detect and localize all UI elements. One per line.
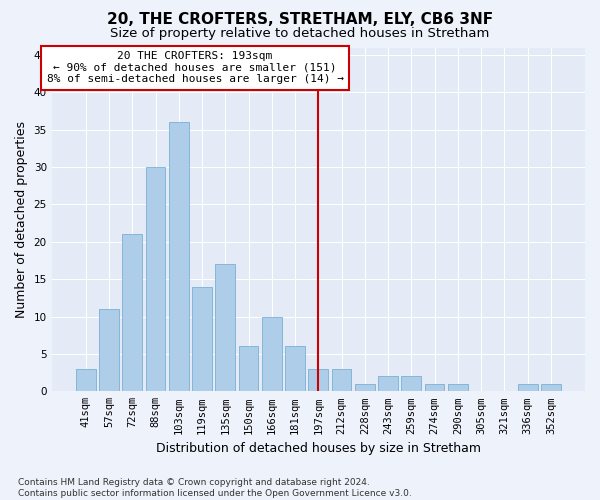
Bar	[425, 384, 445, 392]
Bar	[215, 264, 235, 392]
Bar	[192, 286, 212, 392]
Bar	[99, 309, 119, 392]
Text: Contains HM Land Registry data © Crown copyright and database right 2024.
Contai: Contains HM Land Registry data © Crown c…	[18, 478, 412, 498]
Bar	[401, 376, 421, 392]
Bar	[355, 384, 375, 392]
Bar	[76, 369, 95, 392]
Bar	[541, 384, 561, 392]
Bar	[378, 376, 398, 392]
Bar	[308, 369, 328, 392]
Bar	[518, 384, 538, 392]
Y-axis label: Number of detached properties: Number of detached properties	[15, 121, 28, 318]
Bar	[285, 346, 305, 392]
Text: Size of property relative to detached houses in Stretham: Size of property relative to detached ho…	[110, 28, 490, 40]
Text: 20, THE CROFTERS, STRETHAM, ELY, CB6 3NF: 20, THE CROFTERS, STRETHAM, ELY, CB6 3NF	[107, 12, 493, 28]
X-axis label: Distribution of detached houses by size in Stretham: Distribution of detached houses by size …	[156, 442, 481, 455]
Bar	[262, 316, 282, 392]
Bar	[146, 167, 166, 392]
Bar	[332, 369, 352, 392]
Text: 20 THE CROFTERS: 193sqm
← 90% of detached houses are smaller (151)
8% of semi-de: 20 THE CROFTERS: 193sqm ← 90% of detache…	[47, 51, 344, 84]
Bar	[239, 346, 259, 392]
Bar	[448, 384, 468, 392]
Bar	[122, 234, 142, 392]
Bar	[169, 122, 188, 392]
